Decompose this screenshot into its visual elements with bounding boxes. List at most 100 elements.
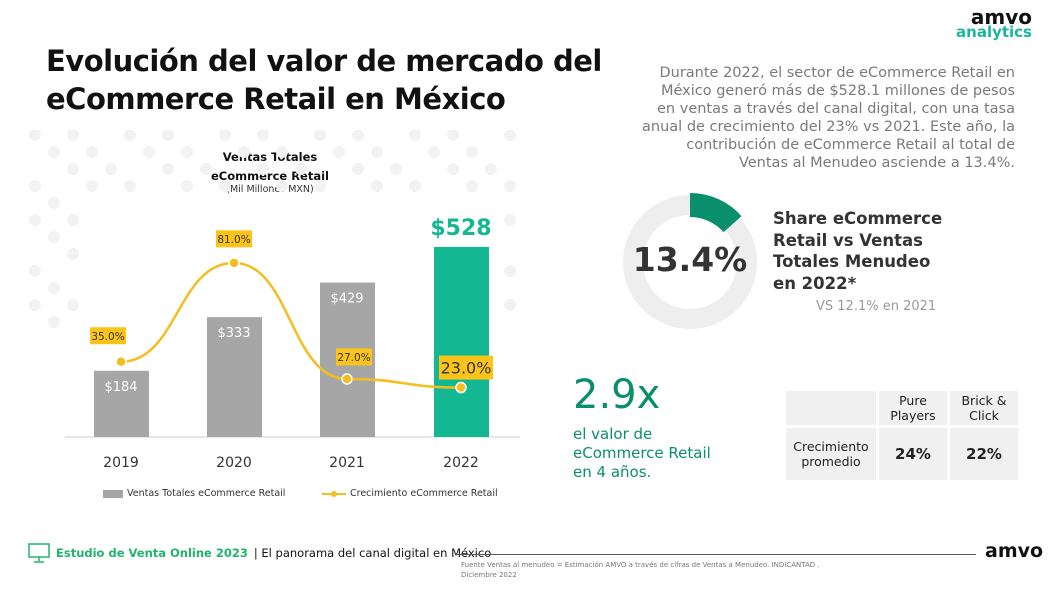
background-dot xyxy=(48,316,60,328)
background-dot xyxy=(409,180,421,192)
background-dot xyxy=(447,130,459,141)
background-dot xyxy=(29,180,41,192)
legend-label: Crecimiento eCommerce Retail xyxy=(350,488,498,499)
x-tick-label: 2022 xyxy=(443,455,479,471)
background-dot xyxy=(67,163,79,175)
background-dot xyxy=(219,180,231,192)
growth-point xyxy=(228,257,240,269)
share-comparison: VS 12.1% en 2021 xyxy=(816,299,937,314)
sales-chart: $184 2019 $333 2020 $429 2021 $528 2022 35.0% 81.… xyxy=(29,130,520,471)
background-dot xyxy=(409,130,421,141)
background-dot xyxy=(48,282,60,294)
growth-label-box xyxy=(216,230,252,248)
background-dot xyxy=(124,130,136,141)
background-dot xyxy=(314,130,326,141)
background-dot xyxy=(314,180,326,192)
title-line: eCommerce Retail en México xyxy=(46,82,506,116)
table-header xyxy=(786,391,876,425)
chart-unit: (Mil Millones MXN) xyxy=(226,184,314,195)
table-row-label: Crecimiento promedio xyxy=(786,428,876,480)
background-dot xyxy=(504,214,516,226)
legend-swatch xyxy=(103,489,123,498)
background-dot xyxy=(67,248,79,260)
legend-line: Crecimiento eCommerce Retail xyxy=(322,488,498,499)
background-dot xyxy=(124,180,136,192)
background-dot xyxy=(67,299,79,311)
page-title: Evolución del valor de mercado del eComme… xyxy=(46,42,602,118)
growth-label-box xyxy=(336,348,372,366)
amvo-logo: amvo xyxy=(985,540,1044,562)
background-dot xyxy=(371,146,383,158)
background-dot xyxy=(162,130,174,141)
background-dot xyxy=(352,163,364,175)
multiplier-line: eCommerce Retail xyxy=(573,444,711,462)
legend-swatch xyxy=(322,490,346,497)
background-dot xyxy=(181,146,193,158)
background-dot xyxy=(257,163,269,175)
background-dot xyxy=(219,130,231,141)
multiplier-value: 2.9x xyxy=(573,372,661,418)
logo-text: amvo xyxy=(970,5,1032,29)
table-header-row: Pure Players Brick & Click xyxy=(786,391,1018,425)
multiplier-text: el valor de eCommerce Retail en 4 años. xyxy=(573,425,711,482)
amvo-analytics-logo: amvo analytics xyxy=(956,5,1032,40)
growth-table: Pure Players Brick & Click Crecimiento pr… xyxy=(783,388,1021,483)
bar-label: $184 xyxy=(104,380,137,395)
growth-line xyxy=(120,261,462,389)
bar-2019 xyxy=(94,370,149,437)
background-dot xyxy=(371,180,383,192)
table-header: Brick & Click xyxy=(950,391,1018,425)
x-tick-label: 2021 xyxy=(329,455,365,471)
share-title-line: Totales Menudeo xyxy=(773,252,931,271)
background-dot xyxy=(466,146,478,158)
growth-label: 35.0% xyxy=(91,331,124,343)
background-dot xyxy=(295,163,307,175)
background-dot xyxy=(504,180,516,192)
background-dot xyxy=(29,265,41,277)
background-dot xyxy=(333,146,345,158)
growth-label-box xyxy=(439,355,493,380)
source-line: Diciembre 2022 xyxy=(461,571,517,579)
background-dot xyxy=(86,146,98,158)
source-note: Fuente Ventas al menudeo = Estimación AM… xyxy=(461,560,820,580)
share-donut xyxy=(621,193,759,331)
description: Durante 2022, el sector de eCommerce Ret… xyxy=(642,65,1015,171)
growth-point xyxy=(115,356,127,368)
background-dot xyxy=(162,163,174,175)
background-dot xyxy=(86,180,98,192)
growth-label: 81.0% xyxy=(217,234,250,246)
background-dot xyxy=(276,180,288,192)
background-dot xyxy=(447,163,459,175)
background-dot xyxy=(485,163,497,175)
background-dot xyxy=(29,214,41,226)
background-dot xyxy=(29,299,41,311)
growth-point xyxy=(455,381,467,394)
monitor-icon xyxy=(28,543,50,563)
background-dot xyxy=(105,163,117,175)
growth-label: 27.0% xyxy=(337,352,370,364)
background-dot xyxy=(504,130,516,141)
background-dot xyxy=(428,146,440,158)
multiplier-line: en 4 años. xyxy=(573,463,652,481)
title-line: Evolución del valor de mercado del xyxy=(46,44,602,78)
table-cell: 22% xyxy=(950,428,1018,480)
source-line: Fuente Ventas al menudeo = Estimación AM… xyxy=(461,561,820,569)
background-dot xyxy=(200,163,212,175)
table-header: Pure Players xyxy=(879,391,947,425)
share-value: 13.4% xyxy=(632,240,748,279)
growth-label: 23.0% xyxy=(441,359,492,378)
growth-point xyxy=(341,373,353,385)
table-cell: 24% xyxy=(879,428,947,480)
bar-label: $528 xyxy=(430,216,491,241)
background-dot xyxy=(48,197,60,209)
study-name: Estudio de Venta Online 2023 xyxy=(56,546,248,560)
x-tick-label: 2020 xyxy=(216,455,252,471)
background-dot xyxy=(29,130,41,141)
background-dot xyxy=(181,180,193,192)
bar-2022 xyxy=(434,246,489,437)
bar-label: $333 xyxy=(217,326,250,341)
background-dot xyxy=(48,146,60,158)
x-tick-label: 2019 xyxy=(103,455,139,471)
bar-label: $429 xyxy=(330,292,363,307)
background-dot xyxy=(257,130,269,141)
